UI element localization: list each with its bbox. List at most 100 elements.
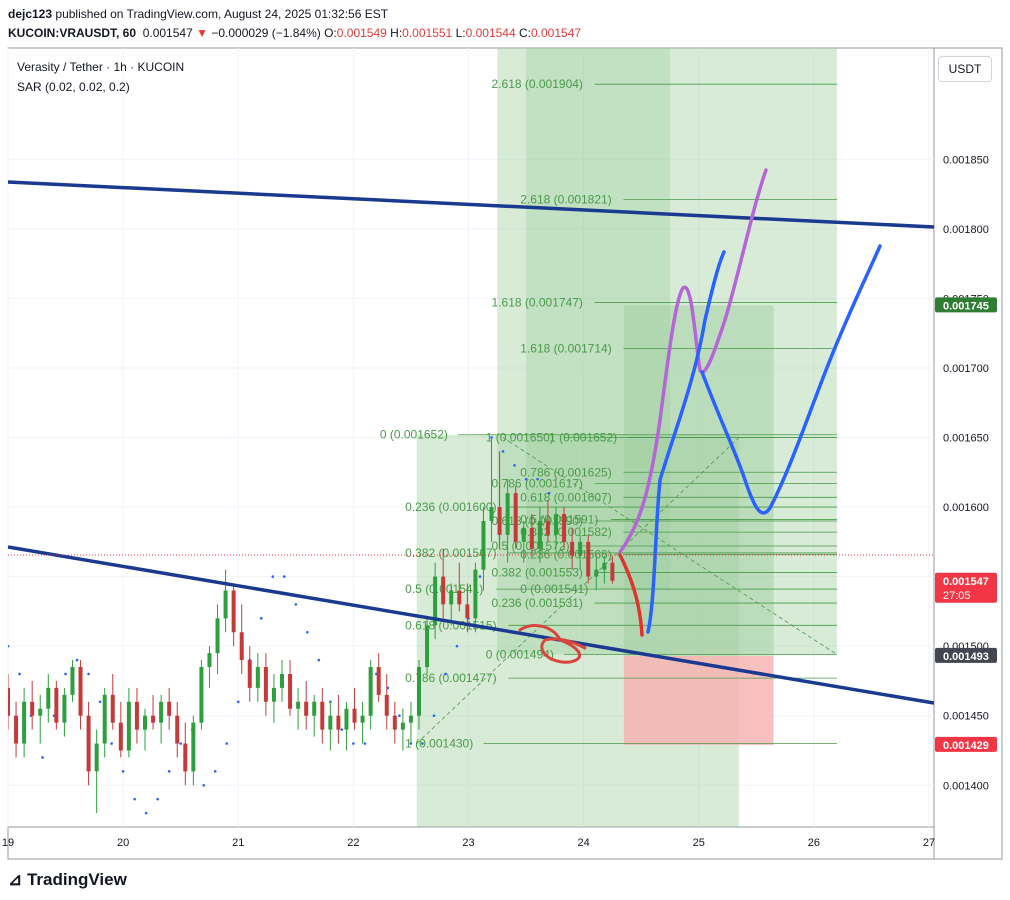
y-tick-label: 0.001700 <box>943 363 989 375</box>
candle-body <box>570 541 575 556</box>
candle-body <box>425 625 430 668</box>
price-badge-bg <box>935 297 997 313</box>
candle <box>70 660 75 702</box>
sar-dot <box>75 658 79 662</box>
candle-body <box>465 604 470 619</box>
sar-dot <box>18 672 21 676</box>
candle <box>602 555 607 584</box>
candle-body <box>602 562 607 570</box>
candle-body <box>336 715 341 730</box>
x-tick-label: 24 <box>578 837 590 849</box>
candle <box>545 500 550 542</box>
candle-body <box>38 708 43 716</box>
down-arrow-icon: ▼ <box>196 26 208 40</box>
currency-button[interactable]: USDT <box>938 56 992 82</box>
candle-body <box>610 562 615 581</box>
sar-dot <box>386 686 390 690</box>
sar-dot <box>478 575 482 578</box>
candle-body <box>521 527 526 542</box>
fib-zone-1 <box>416 434 740 827</box>
candle <box>8 673 10 730</box>
sar-indicator <box>8 436 551 815</box>
price-badge-countdown: 27:05 <box>943 590 971 602</box>
indicator-legend[interactable]: SAR (0.02, 0.02, 0.2) <box>17 80 130 94</box>
candle-body <box>247 660 252 688</box>
blue-projection-path-1[interactable] <box>646 250 726 634</box>
publish-info: dejc123 published on TradingView.com, Au… <box>8 7 388 21</box>
logo-text: TradingView <box>26 870 127 889</box>
y-tick-label: 0.001800 <box>943 224 989 236</box>
candle-body <box>239 632 244 661</box>
candle-body <box>384 694 389 716</box>
candle-body <box>586 541 591 577</box>
chart-title[interactable]: Verasity / Tether · 1h · KUCOIN <box>17 60 185 74</box>
fib-level-label: 0.236 (0.001600) <box>405 500 496 514</box>
candle <box>94 729 99 814</box>
fib-level-label: 2.618 (0.001904) <box>492 77 583 91</box>
user-drawings[interactable] <box>8 168 934 705</box>
symbol-info: KUCOIN:VRAUSDT, 60 0.001547 ▼ −0.000029 … <box>8 26 581 40</box>
candle-body <box>529 527 534 549</box>
fib-level-label: 0.618 (0.001607) <box>520 490 611 504</box>
candle-body <box>312 701 317 716</box>
candle-body <box>22 701 27 744</box>
candle-body <box>70 667 75 695</box>
candle-body <box>481 520 486 570</box>
candle <box>513 486 518 549</box>
fib-level-label: 0 (0.001652) <box>380 428 448 442</box>
sar-dot <box>202 783 206 787</box>
candle <box>360 701 365 744</box>
candle-body <box>126 701 131 751</box>
author-name[interactable]: dejc123 <box>8 7 53 21</box>
candle <box>586 534 591 584</box>
candle <box>255 653 260 702</box>
price-axis[interactable]: 0.0014000.0014500.0015000.0015500.001600… <box>943 154 989 792</box>
tradingview-logo[interactable]: ⊿ TradingView <box>8 870 127 890</box>
candle-body <box>288 673 293 709</box>
candle-body <box>537 520 542 549</box>
tv-logo-icon: ⊿ <box>8 870 23 889</box>
fib-level-label: 0.236 (0.001566) <box>520 547 611 561</box>
candle <box>288 660 293 716</box>
candle-body <box>344 708 349 730</box>
lower-trend-line[interactable] <box>8 545 934 705</box>
price-badge: 0.001429 <box>935 736 997 752</box>
candle <box>570 527 575 570</box>
blue-projection-path-2[interactable] <box>700 244 882 515</box>
fib-level-label: 0.236 (0.001531) <box>492 596 583 610</box>
time-axis[interactable]: 19 20 21 22 23 24 25 26 27 <box>2 837 935 849</box>
red-projection-path[interactable] <box>618 553 644 637</box>
sar-dot <box>444 672 447 676</box>
price-badge-bg <box>935 572 997 603</box>
candle <box>199 660 204 730</box>
purple-projection-path[interactable] <box>618 168 768 554</box>
y-tick-label: 0.001400 <box>943 780 989 792</box>
sar-dot <box>363 742 367 745</box>
candle-body <box>134 701 139 730</box>
upper-trend-line[interactable] <box>8 180 934 229</box>
fib-level-label: 2.618 (0.001821) <box>520 193 611 207</box>
candle <box>191 715 196 786</box>
candle-body <box>151 715 156 723</box>
candle-body <box>191 722 196 772</box>
candle <box>231 583 236 647</box>
candle-body <box>473 569 478 619</box>
candle <box>207 646 212 688</box>
sar-dot <box>501 450 505 453</box>
candle-body <box>207 653 212 668</box>
candle <box>159 694 164 744</box>
fib-zone-2 <box>497 48 837 655</box>
candle <box>247 646 252 702</box>
red-circle-scribble[interactable] <box>518 624 587 664</box>
candle-body <box>545 520 550 535</box>
candle <box>183 722 188 786</box>
candle <box>368 660 373 730</box>
sar-dot <box>352 742 355 745</box>
candle-body <box>449 590 454 605</box>
candle <box>22 687 27 758</box>
sar-dot <box>213 770 217 773</box>
candle <box>223 569 228 633</box>
x-tick-label: 23 <box>462 837 474 849</box>
candle <box>263 653 268 716</box>
